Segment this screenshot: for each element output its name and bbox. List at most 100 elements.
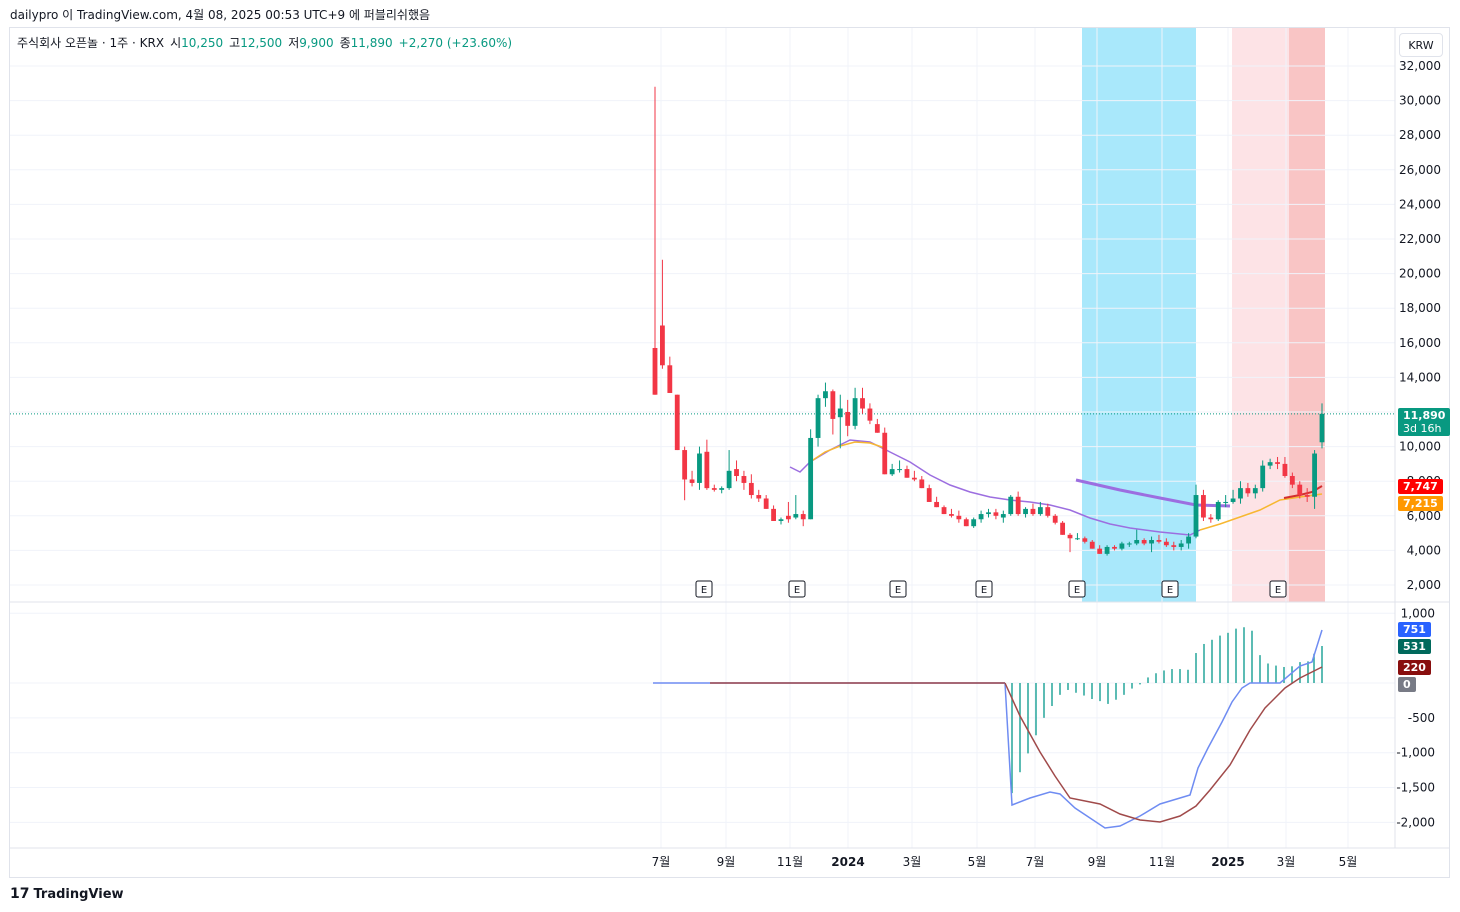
candle-body [1230,498,1236,502]
time-axis-label: 3월 [903,855,922,869]
macd-axis-label: -2,000 [1396,815,1435,829]
candle-body [874,424,880,433]
candle-body [1149,540,1154,544]
candle-body [741,476,747,483]
candle-body [1312,453,1317,497]
candle-body [882,432,888,475]
candle-body [1252,488,1258,494]
signal-line [1004,666,1323,823]
candle-body [1075,538,1080,540]
candle-body [1045,507,1051,516]
candle-body [978,514,984,520]
candle-body [830,391,836,419]
candle-body [704,451,710,489]
candle-body [845,412,851,426]
candle-body [1193,495,1199,537]
price-axis-label: 10,000 [1399,440,1441,454]
candle-body [682,450,688,480]
currency-button[interactable]: KRW [1399,33,1443,57]
candle-body [1023,508,1028,515]
earnings-marker-label: E [794,585,800,596]
candle-body [897,469,902,471]
red-zone [1289,28,1325,602]
candle-body [1156,540,1162,542]
price-axis-label: 6,000 [1407,509,1441,523]
candle-body [756,495,762,499]
candle-body [1119,543,1125,549]
candle-body [1275,462,1280,464]
candle-body [800,514,806,520]
price-axis-label: 24,000 [1399,197,1441,211]
earnings-marker-box [975,580,993,598]
macd-axis-label: -500 [1408,711,1435,725]
candle-body [1000,514,1006,518]
candle-body [837,408,843,418]
candle-body [1112,546,1117,549]
candle-body [1297,484,1303,496]
tradingview-logo[interactable]: 𝟭𝟳 TradingView [10,886,124,902]
candle-body [1245,488,1251,494]
candle-body [1052,515,1058,523]
candle-body [911,477,917,480]
symbol-legend: 주식회사 오픈놀 · 1주 · KRX 시10,250 고12,500 저9,9… [17,34,512,51]
candle-body [1282,463,1288,477]
candle-body [808,437,814,520]
candle-body [1089,541,1095,549]
legend-change: +2,270 (+23.60%) [398,35,513,50]
tradingview-logo-icon: 𝟭𝟳 [10,886,30,902]
legend-symbol: 주식회사 오픈놀 · 1주 · KRX [17,36,165,50]
candle-body [1082,538,1088,542]
earnings-marker-box [889,580,907,598]
earnings-marker-label: E [1167,585,1173,596]
time-axis-label: 5월 [968,855,987,869]
countdown-value: 3d 16h [1403,422,1442,435]
chart-frame[interactable] [9,27,1450,878]
candle-body [719,488,725,490]
candle-body [1134,540,1140,544]
candle-body [889,469,895,475]
candle-body [1171,545,1177,547]
red-moving-average [1283,485,1323,499]
last-price-tag: 11,890 3d 16h [1398,408,1451,436]
candle-body [726,470,732,489]
legend-low-value: 9,900 [299,36,334,50]
candle-body [667,365,673,393]
pink-zone [1232,28,1289,602]
price-axis-label: 14,000 [1399,370,1441,384]
earnings-marker-label: E [1275,585,1281,596]
time-axis-label: 2025 [1211,855,1244,869]
publish-header: dailypro 이 TradingView.com, 4월 08, 2025 … [10,8,431,22]
candle-body [867,408,873,421]
candle-body [926,488,932,502]
earnings-marker-label: E [895,585,901,596]
candle-body [1201,495,1206,518]
macd-line-tag: 751 [1398,622,1431,637]
candle-body [852,398,858,426]
candle-body [660,325,665,366]
tradingview-brand: TradingView [33,886,124,902]
candle-body [963,519,969,527]
candle-body [971,519,977,527]
legend-open-label: 시 [170,36,182,50]
price-axis-label: 30,000 [1399,94,1441,108]
time-axis-label: 11월 [777,855,803,869]
legend-high-value: 12,500 [240,36,283,50]
candle-body [815,398,821,438]
earnings-marker-box [788,580,806,598]
candle-body [986,512,991,515]
price-axis-label: 2,000 [1407,578,1441,592]
candle-body [697,453,702,483]
candle-body [1178,543,1184,547]
candle-body [785,515,791,520]
candle-body [949,514,954,516]
candle-body [689,479,695,483]
time-axis-label: 3월 [1277,855,1296,869]
legend-high-label: 고 [229,36,241,50]
candle-body [956,515,962,520]
earnings-marker-box [695,580,713,598]
candle-body [1223,501,1229,503]
earnings-marker-label: E [981,585,987,596]
candle-body [674,394,680,451]
candle-body [1037,507,1043,515]
